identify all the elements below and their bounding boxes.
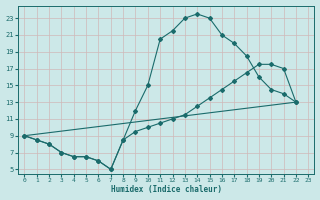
X-axis label: Humidex (Indice chaleur): Humidex (Indice chaleur) [111, 185, 222, 194]
